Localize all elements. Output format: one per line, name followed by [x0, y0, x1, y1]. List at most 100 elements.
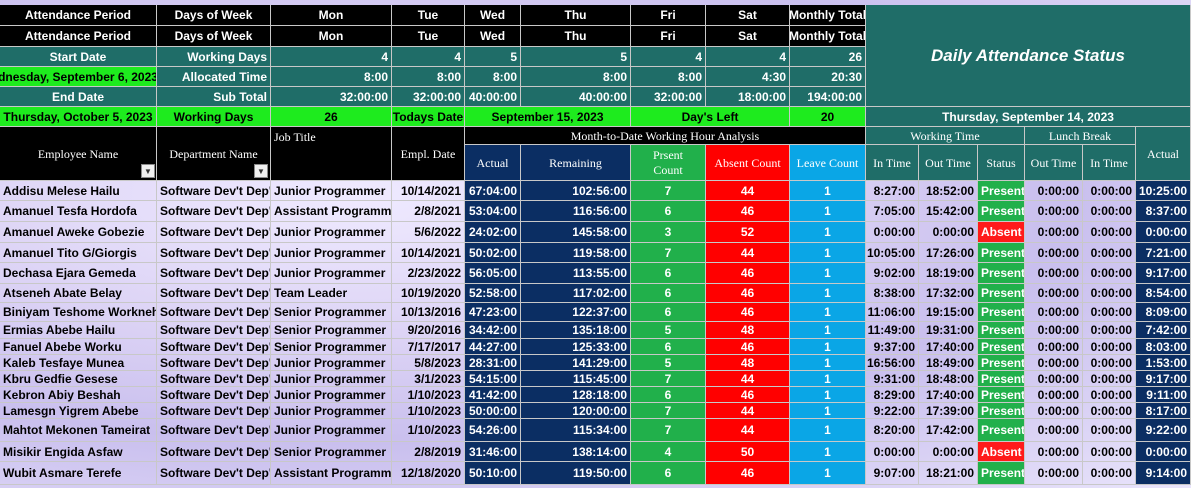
- status-badge[interactable]: Present: [978, 419, 1025, 442]
- lunch-in-time[interactable]: 0:00:00: [1083, 419, 1136, 442]
- department-name[interactable]: Software Dev't Dep't: [157, 462, 271, 485]
- absent-count[interactable]: 48: [706, 355, 790, 371]
- col-employee-name[interactable]: Employee Name: [0, 127, 157, 181]
- mtd-actual[interactable]: 50:00:00: [465, 403, 521, 419]
- daily-actual[interactable]: 9:11:00: [1136, 387, 1191, 403]
- metric-row3-day-0[interactable]: 4: [271, 47, 392, 67]
- present-count[interactable]: 5: [631, 322, 706, 339]
- job-title[interactable]: Senior Programmer: [271, 322, 392, 339]
- department-name[interactable]: Software Dev't Dep't: [157, 201, 271, 222]
- col-empl-date[interactable]: Empl. Date: [392, 127, 465, 181]
- metric-name-row3[interactable]: Working Days: [157, 47, 271, 67]
- status-date[interactable]: Thursday, September 14, 2023: [866, 107, 1191, 127]
- employee-name[interactable]: Kbru Gedfie Gesese: [0, 371, 157, 387]
- daily-actual[interactable]: 8:03:00: [1136, 339, 1191, 355]
- metric-row4-day-2[interactable]: 8:00: [465, 67, 521, 87]
- employee-name[interactable]: Ermias Abebe Hailu: [0, 322, 157, 339]
- metric-row5-day-3[interactable]: 40:00:00: [521, 87, 631, 107]
- metric-row5-day-5[interactable]: 18:00:00: [706, 87, 790, 107]
- employee-name[interactable]: Amanuel Tito G/Giorgis: [0, 243, 157, 263]
- mtd-remaining[interactable]: 113:55:00: [521, 263, 631, 284]
- status-badge[interactable]: Present: [978, 303, 1025, 322]
- status-badge[interactable]: Present: [978, 263, 1025, 284]
- daily-actual[interactable]: 9:17:00: [1136, 371, 1191, 387]
- lunch-out-time[interactable]: 0:00:00: [1025, 263, 1083, 284]
- employee-name[interactable]: Fanuel Abebe Worku: [0, 339, 157, 355]
- absent-count[interactable]: 50: [706, 442, 790, 462]
- daily-actual[interactable]: 8:37:00: [1136, 201, 1191, 222]
- leave-count[interactable]: 1: [790, 371, 866, 387]
- mtd-actual[interactable]: 24:02:00: [465, 222, 521, 243]
- leave-count[interactable]: 1: [790, 303, 866, 322]
- status-badge[interactable]: Present: [978, 355, 1025, 371]
- status-badge[interactable]: Present: [978, 201, 1025, 222]
- days-of-week-label[interactable]: Days of Week: [157, 26, 271, 47]
- mtd-actual[interactable]: 31:46:00: [465, 442, 521, 462]
- metric-name-row4[interactable]: Allocated Time: [157, 67, 271, 87]
- in-time[interactable]: 7:05:00: [866, 201, 919, 222]
- employee-name[interactable]: Addisu Melese Hailu: [0, 181, 157, 201]
- mtd-remaining[interactable]: 145:58:00: [521, 222, 631, 243]
- lunch-out-time[interactable]: 0:00:00: [1025, 303, 1083, 322]
- job-title[interactable]: Junior Programmer: [271, 263, 392, 284]
- department-name[interactable]: Software Dev't Dep't: [157, 181, 271, 201]
- employee-name[interactable]: Mahtot Mekonen Tameirat: [0, 419, 157, 442]
- leave-count[interactable]: 1: [790, 355, 866, 371]
- lunch-in-time[interactable]: 0:00:00: [1083, 243, 1136, 263]
- out-time[interactable]: 19:15:00: [919, 303, 978, 322]
- out-time[interactable]: 19:31:00: [919, 322, 978, 339]
- col-department-name[interactable]: Department Name: [157, 127, 271, 181]
- lunch-in-time[interactable]: 0:00:00: [1083, 222, 1136, 243]
- lunch-in-time[interactable]: 0:00:00: [1083, 339, 1136, 355]
- absent-count[interactable]: 46: [706, 303, 790, 322]
- employee-name[interactable]: Kaleb Tesfaye Munea: [0, 355, 157, 371]
- mtd-remaining[interactable]: 115:34:00: [521, 419, 631, 442]
- metric-row4-day-4[interactable]: 8:00: [631, 67, 706, 87]
- employment-date[interactable]: 10/19/2020: [392, 284, 465, 303]
- status-badge[interactable]: Present: [978, 371, 1025, 387]
- status-badge[interactable]: Present: [978, 462, 1025, 485]
- employment-date[interactable]: 12/18/2020: [392, 462, 465, 485]
- metric-row4-day-3[interactable]: 8:00: [521, 67, 631, 87]
- day-header-5[interactable]: Sat: [706, 5, 790, 26]
- absent-count[interactable]: 46: [706, 387, 790, 403]
- employment-date[interactable]: 1/10/2023: [392, 403, 465, 419]
- present-count[interactable]: 5: [631, 355, 706, 371]
- mtd-actual[interactable]: 53:04:00: [465, 201, 521, 222]
- in-time[interactable]: 11:49:00: [866, 322, 919, 339]
- present-count[interactable]: 3: [631, 222, 706, 243]
- department-name[interactable]: Software Dev't Dep't: [157, 419, 271, 442]
- employment-date[interactable]: 10/14/2021: [392, 243, 465, 263]
- leave-count[interactable]: 1: [790, 419, 866, 442]
- metric-row3-total[interactable]: 26: [790, 47, 866, 67]
- day-header-3[interactable]: Thu: [521, 26, 631, 47]
- job-title[interactable]: Senior Programmer: [271, 442, 392, 462]
- department-name[interactable]: Software Dev't Dep't: [157, 263, 271, 284]
- mtd-remaining[interactable]: 128:18:00: [521, 387, 631, 403]
- employee-name[interactable]: Misikir Engida Asfaw: [0, 442, 157, 462]
- employment-date[interactable]: 2/8/2019: [392, 442, 465, 462]
- day-header-4[interactable]: Fri: [631, 5, 706, 26]
- col-absent-count[interactable]: Absent Count: [706, 145, 790, 181]
- mtd-remaining[interactable]: 141:29:00: [521, 355, 631, 371]
- absent-count[interactable]: 46: [706, 339, 790, 355]
- leave-count[interactable]: 1: [790, 322, 866, 339]
- metric-row3-day-5[interactable]: 4: [706, 47, 790, 67]
- col-status[interactable]: Status: [978, 145, 1025, 181]
- metric-row4-day-5[interactable]: 4:30: [706, 67, 790, 87]
- daily-actual[interactable]: 7:42:00: [1136, 322, 1191, 339]
- attendance-period-label[interactable]: Attendance Period: [0, 5, 157, 26]
- mtd-actual[interactable]: 44:27:00: [465, 339, 521, 355]
- department-name[interactable]: Software Dev't Dep't: [157, 284, 271, 303]
- absent-count[interactable]: 44: [706, 181, 790, 201]
- mtd-remaining[interactable]: 119:58:00: [521, 243, 631, 263]
- days-of-week-label[interactable]: Days of Week: [157, 5, 271, 26]
- employment-date[interactable]: 5/8/2023: [392, 355, 465, 371]
- mtd-remaining[interactable]: 117:02:00: [521, 284, 631, 303]
- absent-count[interactable]: 46: [706, 284, 790, 303]
- days-left-value[interactable]: 20: [790, 107, 866, 127]
- metric-row4-day-0[interactable]: 8:00: [271, 67, 392, 87]
- employment-date[interactable]: 7/17/2017: [392, 339, 465, 355]
- day-header-3[interactable]: Thu: [521, 5, 631, 26]
- col-remaining[interactable]: Remaining: [521, 145, 631, 181]
